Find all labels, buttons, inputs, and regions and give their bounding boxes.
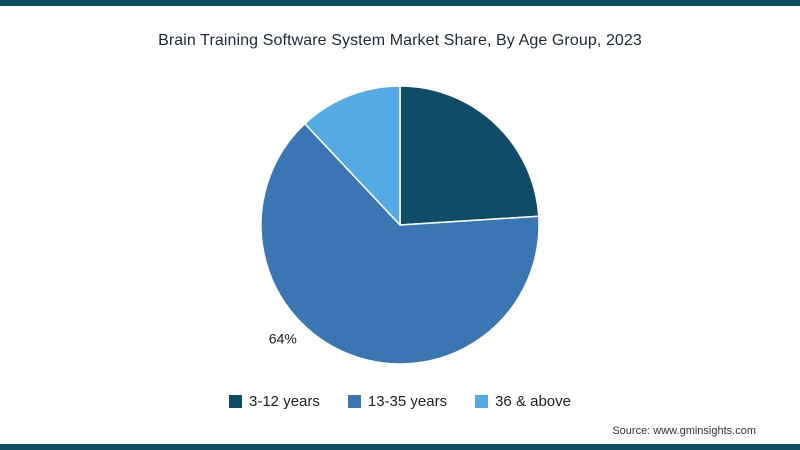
pie-data-label: 64%	[269, 331, 297, 347]
legend-swatch	[347, 395, 361, 408]
legend-swatch	[475, 395, 489, 408]
source-attribution: Source: www.gminsights.com	[612, 425, 756, 437]
legend-item: 13-35 years	[347, 393, 448, 410]
top-border-bar	[0, 0, 800, 6]
pie-slice	[399, 85, 540, 226]
legend-label: 36 & above	[495, 393, 571, 410]
legend: 3-12 years 13-35 years 36 & above	[0, 393, 800, 410]
pie-slice	[260, 122, 540, 365]
legend-item: 36 & above	[475, 393, 571, 410]
pie-slice	[304, 85, 401, 226]
legend-swatch	[229, 395, 242, 408]
chart-title: Brain Training Software System Market Sh…	[158, 32, 642, 49]
bottom-border-bar	[0, 444, 800, 450]
legend-item: 3-12 years	[229, 393, 320, 410]
legend-label: 3-12 years	[249, 393, 320, 410]
legend-label: 13-35 years	[367, 393, 448, 410]
